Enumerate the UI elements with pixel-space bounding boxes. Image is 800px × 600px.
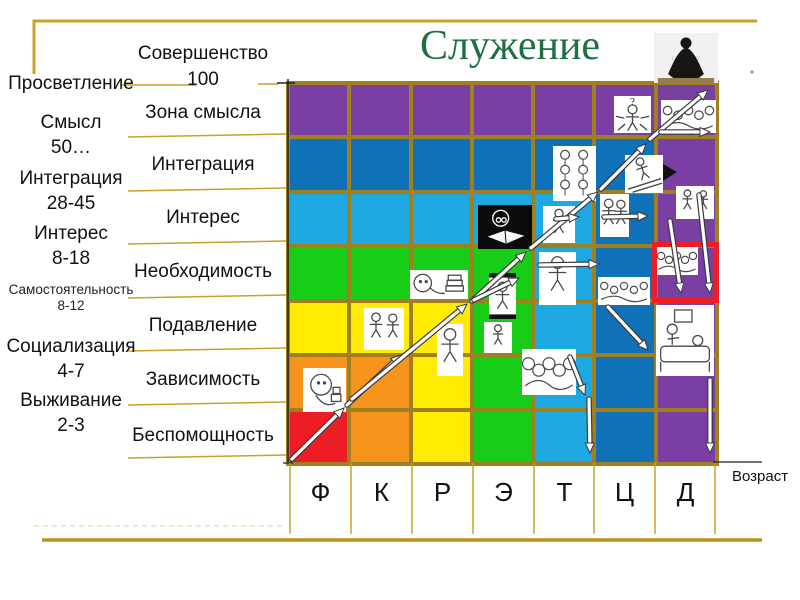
grid-cell-r7c5 bbox=[535, 411, 593, 462]
grid-cell-r6c6 bbox=[596, 357, 654, 408]
column-label-ts: Ц bbox=[614, 477, 635, 507]
grid-cell-r3c4 bbox=[473, 193, 532, 245]
scale-text: Социализация bbox=[6, 336, 136, 357]
grid-cell-r1c2 bbox=[351, 85, 409, 136]
row-label-suppression: Подавление bbox=[148, 315, 258, 336]
grid-cell-r7c4 bbox=[473, 411, 532, 462]
grid-cell-r6c7 bbox=[657, 357, 715, 408]
grid-cell-r1c5 bbox=[535, 85, 593, 136]
grid-cell-r5c1 bbox=[290, 302, 348, 354]
scale-text: Просветление bbox=[8, 73, 134, 94]
column-label-d: Д bbox=[676, 477, 695, 507]
grid-cell-r6c1 bbox=[290, 357, 348, 408]
grid-cell-r6c2 bbox=[351, 357, 409, 408]
grid-cell-r2c4 bbox=[473, 139, 532, 190]
scale-survival: Выживание 2-3 bbox=[0, 388, 142, 438]
grid-cell-r3c7 bbox=[657, 193, 715, 245]
grid-cell-r6c3 bbox=[412, 357, 470, 408]
grid-cell-r2c1 bbox=[290, 139, 348, 190]
grid-cell-r4c2 bbox=[351, 248, 409, 299]
column-label-r: Р bbox=[433, 477, 452, 507]
scale-text: Интеграция bbox=[19, 168, 123, 189]
grid-cell-r2c7 bbox=[657, 139, 715, 190]
scale-interest: Интерес 8-18 bbox=[0, 221, 142, 271]
scale-integration: Интеграция 28-45 bbox=[0, 166, 142, 216]
scale-range: 28-45 bbox=[46, 193, 96, 214]
grid-cell-r1c1 bbox=[290, 85, 348, 136]
grid-cell-r5c2 bbox=[351, 302, 409, 354]
scale-range: 2-3 bbox=[57, 415, 85, 436]
stray-dot bbox=[750, 70, 754, 74]
grid-cell-r3c1 bbox=[290, 193, 348, 245]
scale-text: Самостоятельность bbox=[8, 282, 134, 297]
scale-independence: Самостоятельность 8-12 bbox=[0, 282, 142, 314]
scale-range: 4-7 bbox=[57, 361, 85, 382]
row-label-interest: Интерес bbox=[166, 207, 240, 228]
grid-cell-r1c6 bbox=[596, 85, 654, 136]
row-label-necessity: Необходимость bbox=[134, 261, 272, 282]
scale-meaning: Смысл 50… bbox=[0, 110, 142, 160]
grid-cell-r5c6 bbox=[596, 302, 654, 354]
perfection-value: 100 bbox=[187, 69, 219, 90]
grid-cell-r3c6 bbox=[596, 193, 654, 245]
grid-cell-r1c7 bbox=[657, 85, 715, 136]
grid-cell-r3c2 bbox=[351, 193, 409, 245]
grid-cell-r3c5 bbox=[535, 193, 593, 245]
scale-enlightenment: Просветление bbox=[0, 71, 142, 96]
scale-range: 8-18 bbox=[51, 248, 91, 269]
grid-cell-r5c4 bbox=[473, 302, 532, 354]
grid-cell-r4c1 bbox=[290, 248, 348, 299]
scale-range: 50… bbox=[50, 137, 92, 158]
scale-range: 8-12 bbox=[57, 298, 85, 313]
grid-cell-r4c4 bbox=[473, 248, 532, 299]
scale-socialization: Социализация 4-7 bbox=[0, 334, 142, 384]
grid-cell-r2c3 bbox=[412, 139, 470, 190]
grid-cell-r4c5 bbox=[535, 248, 593, 299]
grid-cell-r6c4 bbox=[473, 357, 532, 408]
column-label-t: Т bbox=[556, 477, 573, 507]
grid-cell-r7c2 bbox=[351, 411, 409, 462]
grid-cell-r7c6 bbox=[596, 411, 654, 462]
grid-cell-r5c7 bbox=[657, 302, 715, 354]
row-label-integration: Интеграция bbox=[151, 154, 255, 175]
grid-cell-r4c6 bbox=[596, 248, 654, 299]
grid-cell-r5c5 bbox=[535, 302, 593, 354]
page-title: Служение bbox=[419, 23, 601, 69]
column-label-e: Э bbox=[494, 477, 513, 507]
column-label-k: К bbox=[373, 477, 390, 507]
grid-cell-r7c3 bbox=[412, 411, 470, 462]
grid-cell-r3c3 bbox=[412, 193, 470, 245]
grid-cell-r7c7 bbox=[657, 411, 715, 462]
grid-cell-r2c6 bbox=[596, 139, 654, 190]
scale-text: Интерес bbox=[34, 223, 108, 244]
age-axis-label: Возраст bbox=[732, 468, 789, 485]
grid-cell-r2c2 bbox=[351, 139, 409, 190]
grid-cell-r5c3 bbox=[412, 302, 470, 354]
grid-cell-r7c1 bbox=[290, 411, 348, 462]
row-label-helplessness: Беспомощность bbox=[132, 425, 274, 446]
row-label-meaning-zone: Зона смысла bbox=[145, 102, 261, 123]
row-label-dependency: Зависимость bbox=[145, 369, 261, 390]
column-label-f: Ф bbox=[310, 477, 331, 507]
perfection-text: Совершенство bbox=[137, 43, 269, 64]
highlight-red-cell bbox=[652, 242, 719, 303]
grid-cell-r1c4 bbox=[473, 85, 532, 136]
scale-text: Выживание bbox=[20, 390, 122, 411]
grid-cell-r2c5 bbox=[535, 139, 593, 190]
axis-label-perfection-100: Совершенство 100 bbox=[118, 41, 288, 93]
grid-cell-r1c3 bbox=[412, 85, 470, 136]
grid-cell-r4c3 bbox=[412, 248, 470, 299]
grid-cell-r6c5 bbox=[535, 357, 593, 408]
scale-text: Смысл bbox=[40, 112, 102, 133]
